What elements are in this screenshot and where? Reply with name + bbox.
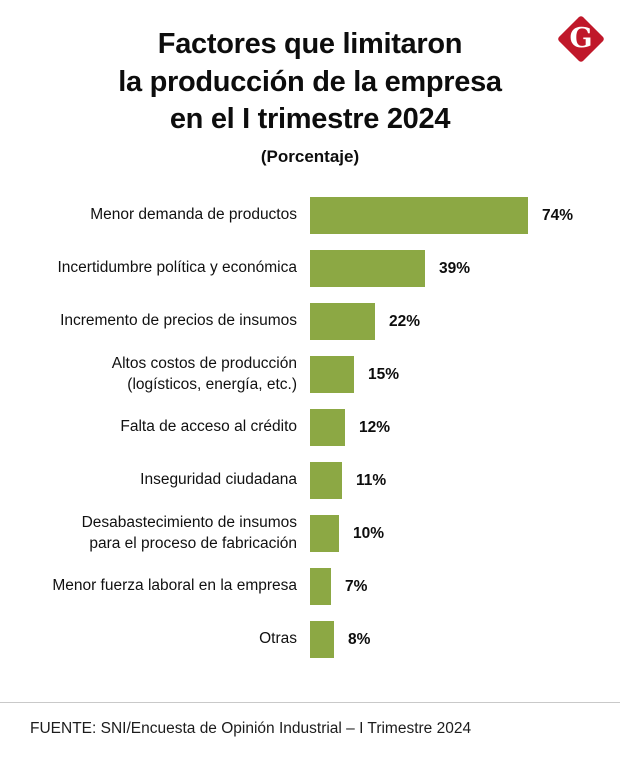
bar bbox=[310, 250, 425, 288]
bar bbox=[310, 197, 528, 235]
gestion-logo: G bbox=[556, 14, 606, 64]
bar-chart: Menor demanda de productos 74% Incertidu… bbox=[0, 189, 620, 666]
bar bbox=[310, 515, 339, 553]
bar bbox=[310, 409, 345, 447]
chart-title-line-1: Factores que limitaron bbox=[157, 28, 463, 60]
bar-value: 10% bbox=[353, 524, 385, 542]
bar-area: 15% bbox=[310, 356, 620, 394]
bar-area: 74% bbox=[310, 197, 620, 235]
chart-title-line-3: en el I trimestre 2024 bbox=[169, 103, 451, 136]
bar bbox=[310, 303, 375, 341]
chart-row: Desabastecimiento de insumos para el pro… bbox=[0, 507, 620, 560]
bar bbox=[310, 621, 334, 659]
chart-row: Otras 8% bbox=[0, 613, 620, 666]
chart-row: Menor demanda de productos 74% bbox=[0, 189, 620, 242]
chart-row: Menor fuerza laboral en la empresa 7% bbox=[0, 560, 620, 613]
bar-label: Menor demanda de productos bbox=[90, 206, 297, 224]
bar-value: 8% bbox=[348, 630, 371, 648]
bar-label: Incremento de precios de insumos bbox=[60, 312, 297, 330]
bar-area: 7% bbox=[310, 568, 620, 606]
chart-row: Incertidumbre política y económica 39% bbox=[0, 242, 620, 295]
bar bbox=[310, 568, 331, 606]
bar-label: Inseguridad ciudadana bbox=[140, 471, 297, 489]
bar-label: Falta de acceso al crédito bbox=[120, 418, 297, 436]
bar-area: 12% bbox=[310, 409, 620, 447]
chart-row: Inseguridad ciudadana 11% bbox=[0, 454, 620, 507]
bar-area: 39% bbox=[310, 250, 620, 288]
chart-rows: Menor demanda de productos 74% Incertidu… bbox=[0, 189, 620, 666]
bar-value: 22% bbox=[389, 312, 421, 330]
logo-letter: G bbox=[569, 22, 593, 54]
bar-label: Otras bbox=[259, 630, 297, 648]
bar-value: 39% bbox=[439, 259, 471, 277]
bar-value: 12% bbox=[359, 418, 391, 436]
bar-label: Incertidumbre política y económica bbox=[57, 259, 297, 277]
chart-row: Incremento de precios de insumos 22% bbox=[0, 295, 620, 348]
bar-label: Altos costos de producción (logísticos, … bbox=[111, 355, 297, 393]
bar-label: Desabastecimiento de insumos para el pro… bbox=[81, 514, 297, 552]
source-footer: FUENTE: SNI/Encuesta de Opinión Industri… bbox=[0, 702, 620, 764]
bar bbox=[310, 462, 342, 500]
bar-area: 10% bbox=[310, 515, 620, 553]
bar-value: 11% bbox=[356, 471, 387, 489]
bar-area: 8% bbox=[310, 621, 620, 659]
bar-value: 15% bbox=[368, 365, 400, 383]
chart-row: Falta de acceso al crédito 12% bbox=[0, 401, 620, 454]
chart-subtitle: (Porcentaje) bbox=[260, 147, 360, 167]
chart-header: Factores que limitaron la producción de … bbox=[0, 0, 620, 167]
bar-area: 11% bbox=[310, 462, 620, 500]
bar-value: 7% bbox=[345, 577, 368, 595]
chart-title-line-2: la producción de la empresa bbox=[118, 65, 502, 98]
bar-value: 74% bbox=[542, 206, 574, 224]
bar-area: 22% bbox=[310, 303, 620, 341]
bar-label: Menor fuerza laboral en la empresa bbox=[52, 577, 297, 595]
chart-title: Factores que limitaron la producción de … bbox=[0, 26, 620, 139]
chart-row: Altos costos de producción (logísticos, … bbox=[0, 348, 620, 401]
bar bbox=[310, 356, 354, 394]
